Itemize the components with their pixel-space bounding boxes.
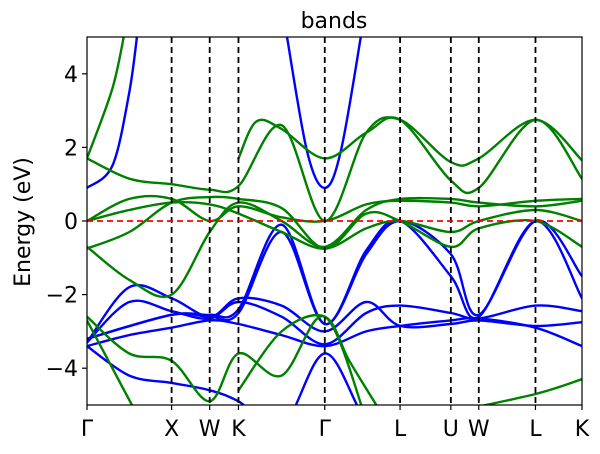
x-tick-label: L: [529, 417, 542, 442]
x-tick-label: X: [164, 417, 179, 442]
y-tick-label: 2: [64, 136, 78, 161]
x-tick-label: Γ: [319, 417, 332, 442]
y-tick-label: 4: [64, 63, 78, 88]
y-tick-label: −2: [46, 284, 78, 309]
x-tick-label: W: [199, 417, 221, 442]
series-2-band-7: [237, 116, 582, 195]
series-1-band-4: [87, 283, 582, 344]
x-tick-label: U: [443, 417, 459, 442]
y-tick-label: −4: [46, 357, 78, 382]
x-tick-label: Γ: [81, 417, 94, 442]
chart-title: bands: [301, 9, 368, 34]
y-tick-label: 0: [64, 210, 78, 235]
series-2-band-10: [237, 314, 378, 405]
series-2-band-9: [87, 319, 134, 405]
plot-overlay: [87, 37, 582, 405]
series-1-group: [87, 37, 582, 405]
series-1-band-7: [87, 37, 139, 190]
x-tick-label: K: [575, 417, 590, 442]
series-2-band-11: [480, 378, 582, 405]
series-1-band-6: [87, 219, 582, 340]
y-axis-label: Energy (eV): [11, 157, 36, 287]
y-axis: −4 −2 0 2 4: [46, 63, 87, 382]
plot-bands: [87, 37, 582, 405]
x-tick-label: K: [231, 417, 246, 442]
x-tick-label: W: [468, 417, 490, 442]
x-tick-label: L: [394, 417, 407, 442]
series-2-band-6: [87, 37, 125, 160]
